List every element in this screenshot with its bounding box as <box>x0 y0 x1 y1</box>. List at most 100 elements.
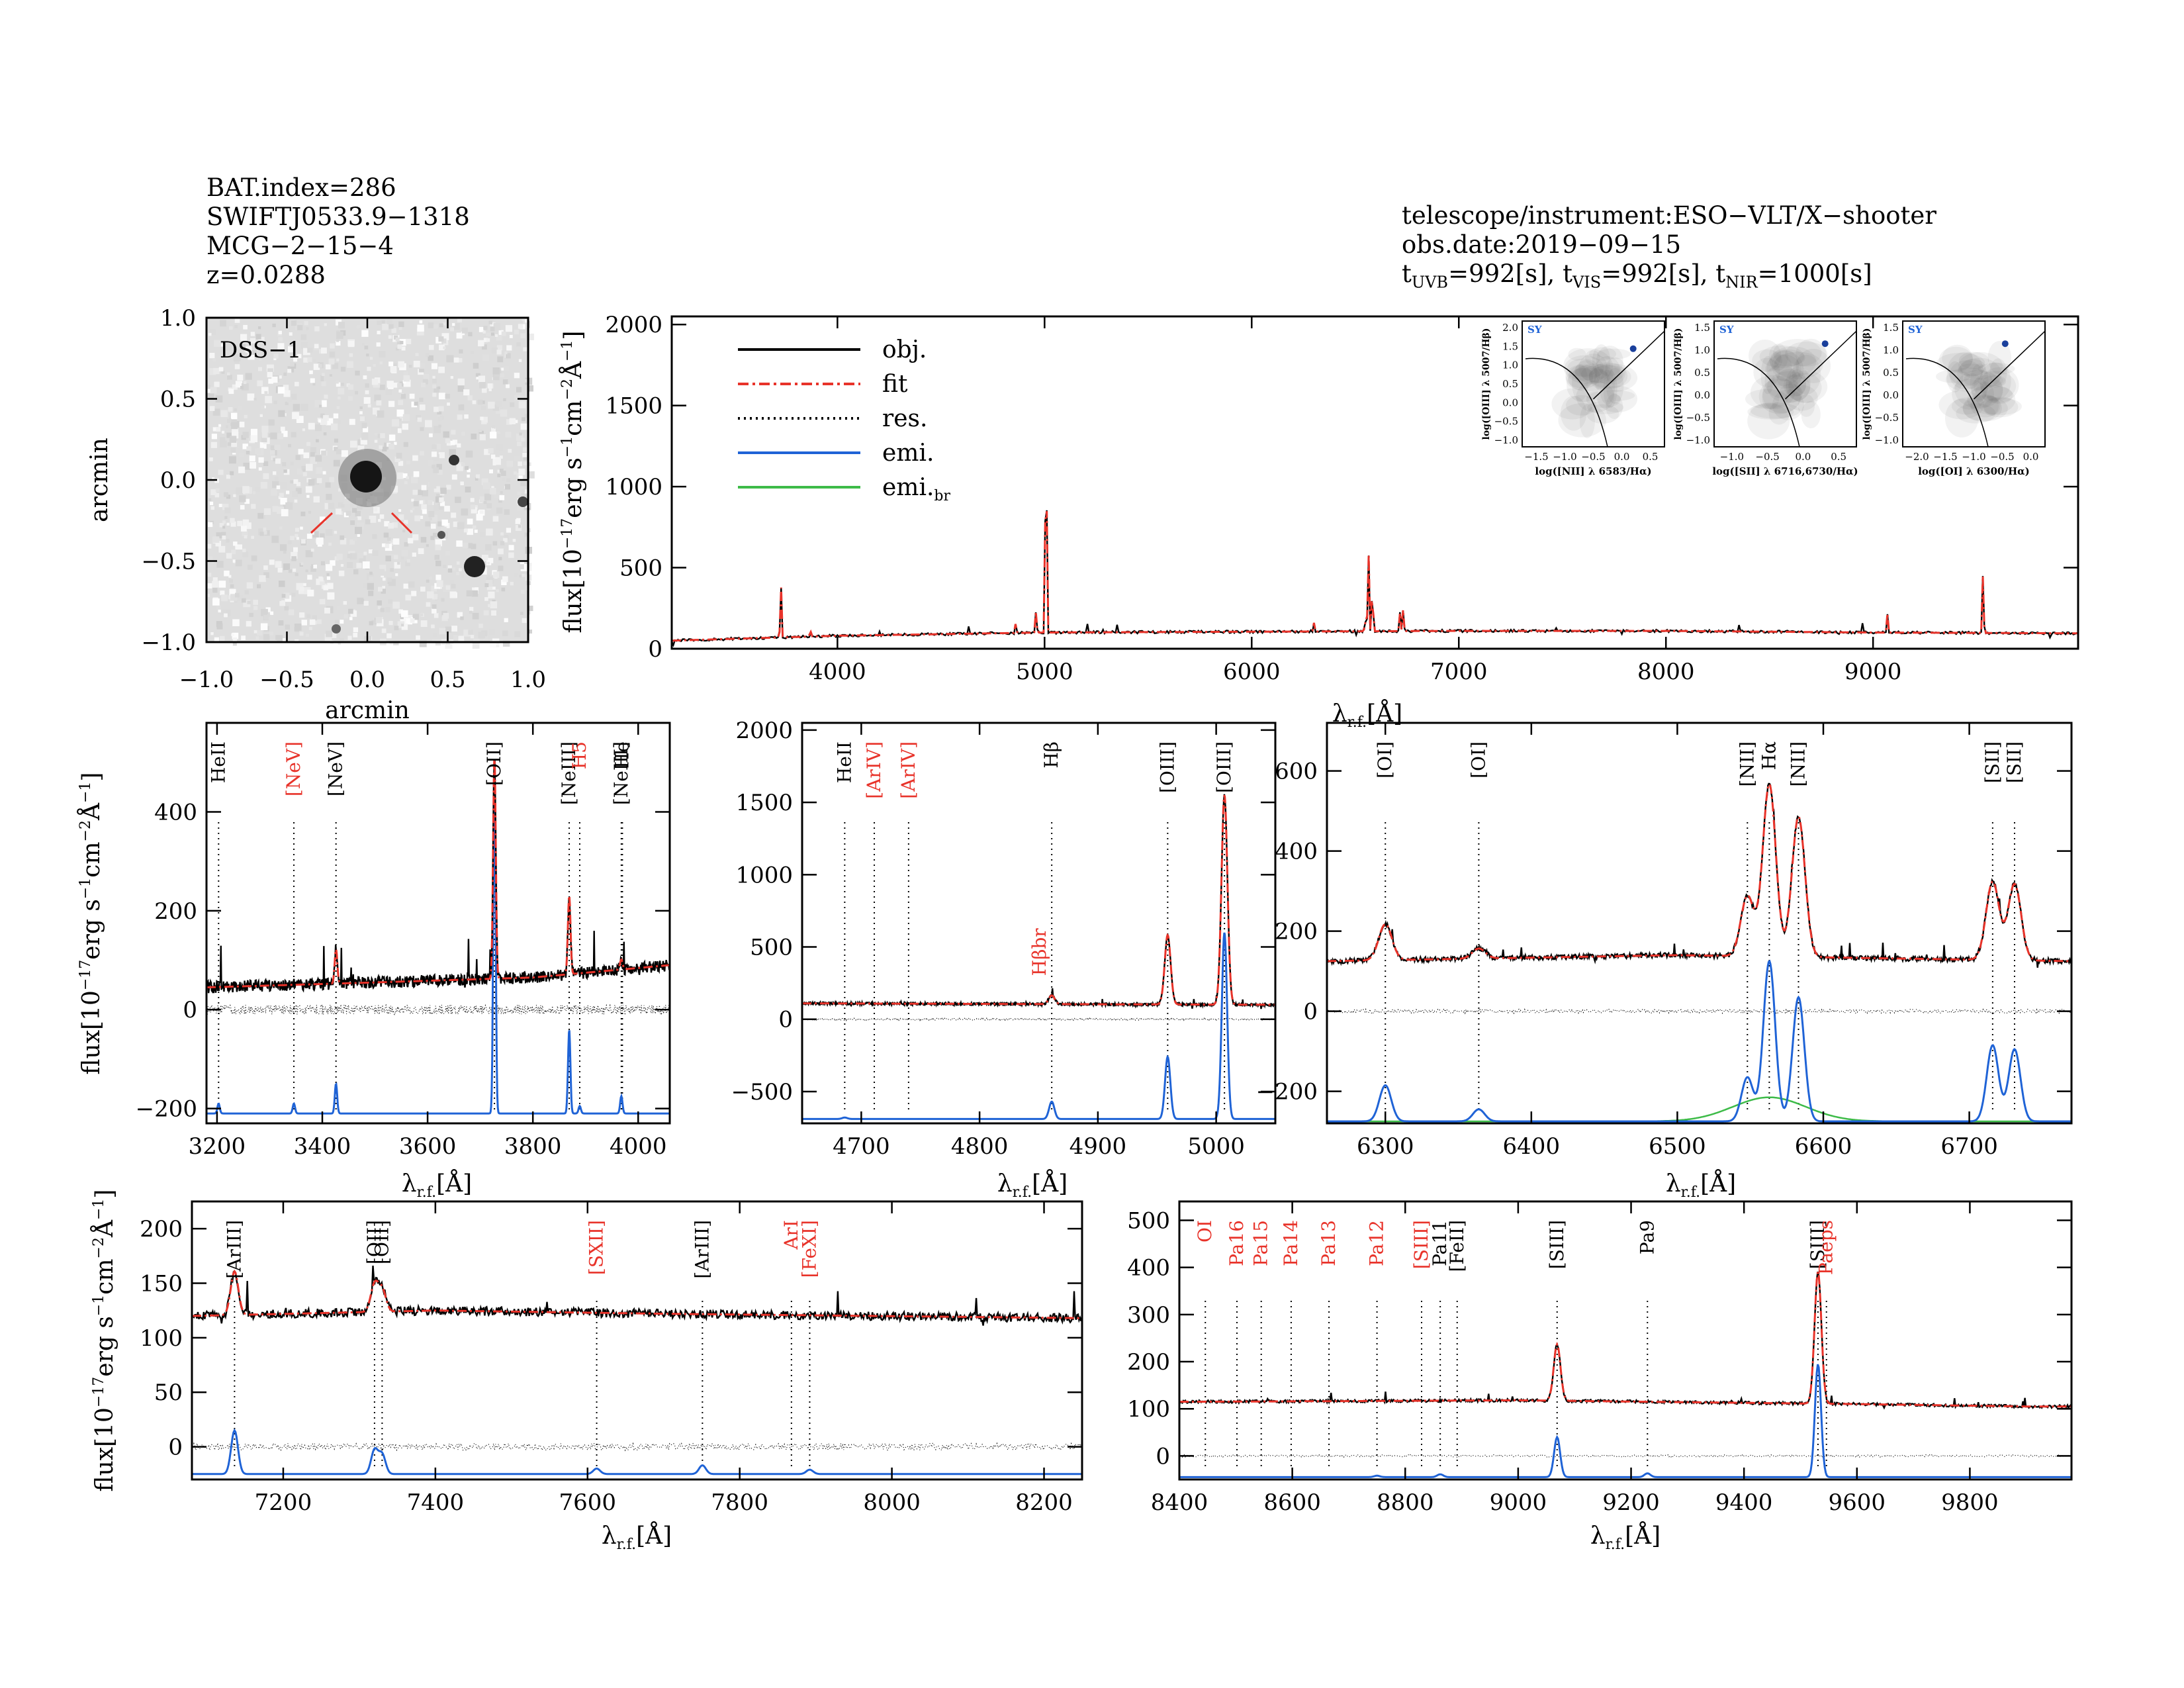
image-grain <box>451 430 456 435</box>
image-grain <box>267 371 273 378</box>
image-grain <box>218 545 226 553</box>
image-grain <box>306 442 310 446</box>
image-grain <box>460 481 464 485</box>
image-grain <box>283 372 287 376</box>
image-grain <box>216 532 222 539</box>
image-grain <box>485 543 492 551</box>
image-grain <box>463 389 470 396</box>
line-label: [NII] <box>1736 741 1758 786</box>
image-grain <box>451 474 457 480</box>
density-contour <box>1970 394 2001 418</box>
image-grain <box>220 440 227 448</box>
image-grain <box>420 537 427 543</box>
image-grain <box>523 447 527 452</box>
image-grain <box>392 538 400 545</box>
image-grain <box>338 641 341 645</box>
image-grain <box>206 543 212 549</box>
image-grain <box>391 328 396 333</box>
image-grain <box>220 344 224 347</box>
y-axis-label: arcmin <box>86 438 113 522</box>
image-grain <box>241 526 247 532</box>
image-grain <box>357 516 362 520</box>
image-grain <box>400 556 404 560</box>
image-grain <box>514 420 518 424</box>
image-grain <box>329 477 335 483</box>
y-tick-label: 200 <box>1275 919 1318 945</box>
image-grain <box>244 535 248 539</box>
image-grain <box>460 616 464 620</box>
image-grain <box>394 562 401 569</box>
image-grain <box>369 357 373 360</box>
image-grain <box>473 505 478 510</box>
image-grain <box>300 404 308 411</box>
series-obj <box>802 794 1275 1009</box>
image-grain <box>520 423 527 430</box>
bpt-x-tick-label: −1.0 <box>1553 451 1576 463</box>
image-grain <box>435 560 441 567</box>
image-grain <box>492 462 496 466</box>
x-tick-label: 6400 <box>1503 1133 1561 1160</box>
image-grain <box>434 555 439 560</box>
image-grain <box>307 589 314 596</box>
image-grain <box>208 332 212 336</box>
image-grain <box>415 353 419 356</box>
image-grain <box>260 481 268 489</box>
image-grain <box>224 492 229 497</box>
image-grain <box>433 467 439 473</box>
density-contour <box>1964 373 1980 386</box>
image-grain <box>299 612 305 618</box>
line-label: Paeps <box>1815 1220 1837 1275</box>
image-grain <box>527 563 532 567</box>
image-grain <box>398 321 404 328</box>
density-contour <box>1767 371 1811 404</box>
image-grain <box>420 620 428 627</box>
image-grain <box>428 341 431 344</box>
image-grain <box>226 425 229 428</box>
image-grain <box>300 334 307 340</box>
image-grain <box>245 373 252 380</box>
image-grain <box>490 432 497 439</box>
line-label: [ArIII] <box>223 1220 245 1279</box>
image-grain <box>321 450 326 456</box>
image-grain <box>231 549 236 555</box>
line-label: [SII] <box>1981 741 2003 783</box>
image-grain <box>313 565 317 569</box>
image-grain <box>289 342 294 347</box>
image-grain <box>306 327 309 330</box>
image-grain <box>206 556 213 563</box>
image-grain <box>398 361 404 368</box>
image-grain <box>497 356 504 363</box>
image-grain <box>378 569 385 576</box>
image-grain <box>325 528 333 536</box>
density-contour <box>1971 377 1988 400</box>
image-grain <box>514 456 520 462</box>
y-tick-label: 0 <box>183 997 197 1023</box>
image-grain <box>212 477 215 481</box>
image-grain <box>394 456 400 462</box>
x-tick-label: 3600 <box>399 1133 457 1160</box>
image-grain <box>233 541 238 546</box>
image-grain <box>250 428 257 436</box>
star <box>518 496 528 507</box>
image-grain <box>337 420 341 424</box>
image-grain <box>420 516 424 519</box>
line-label: [SXII] <box>586 1220 608 1275</box>
image-grain <box>514 330 520 335</box>
line-label: [SII] <box>2003 741 2025 783</box>
image-grain <box>481 405 486 410</box>
image-grain <box>362 342 365 346</box>
image-grain <box>304 321 308 326</box>
image-grain <box>340 564 344 567</box>
image-grain <box>253 600 258 605</box>
image-grain <box>461 432 465 436</box>
density-contour <box>1745 389 1788 409</box>
y-tick-label: 0.0 <box>160 467 196 494</box>
image-grain <box>378 519 381 522</box>
image-grain <box>487 561 490 565</box>
image-grain <box>220 610 226 615</box>
image-grain <box>432 594 438 600</box>
image-grain <box>478 632 485 639</box>
image-grain <box>238 466 246 473</box>
image-grain <box>347 635 352 640</box>
image-grain <box>453 323 460 330</box>
